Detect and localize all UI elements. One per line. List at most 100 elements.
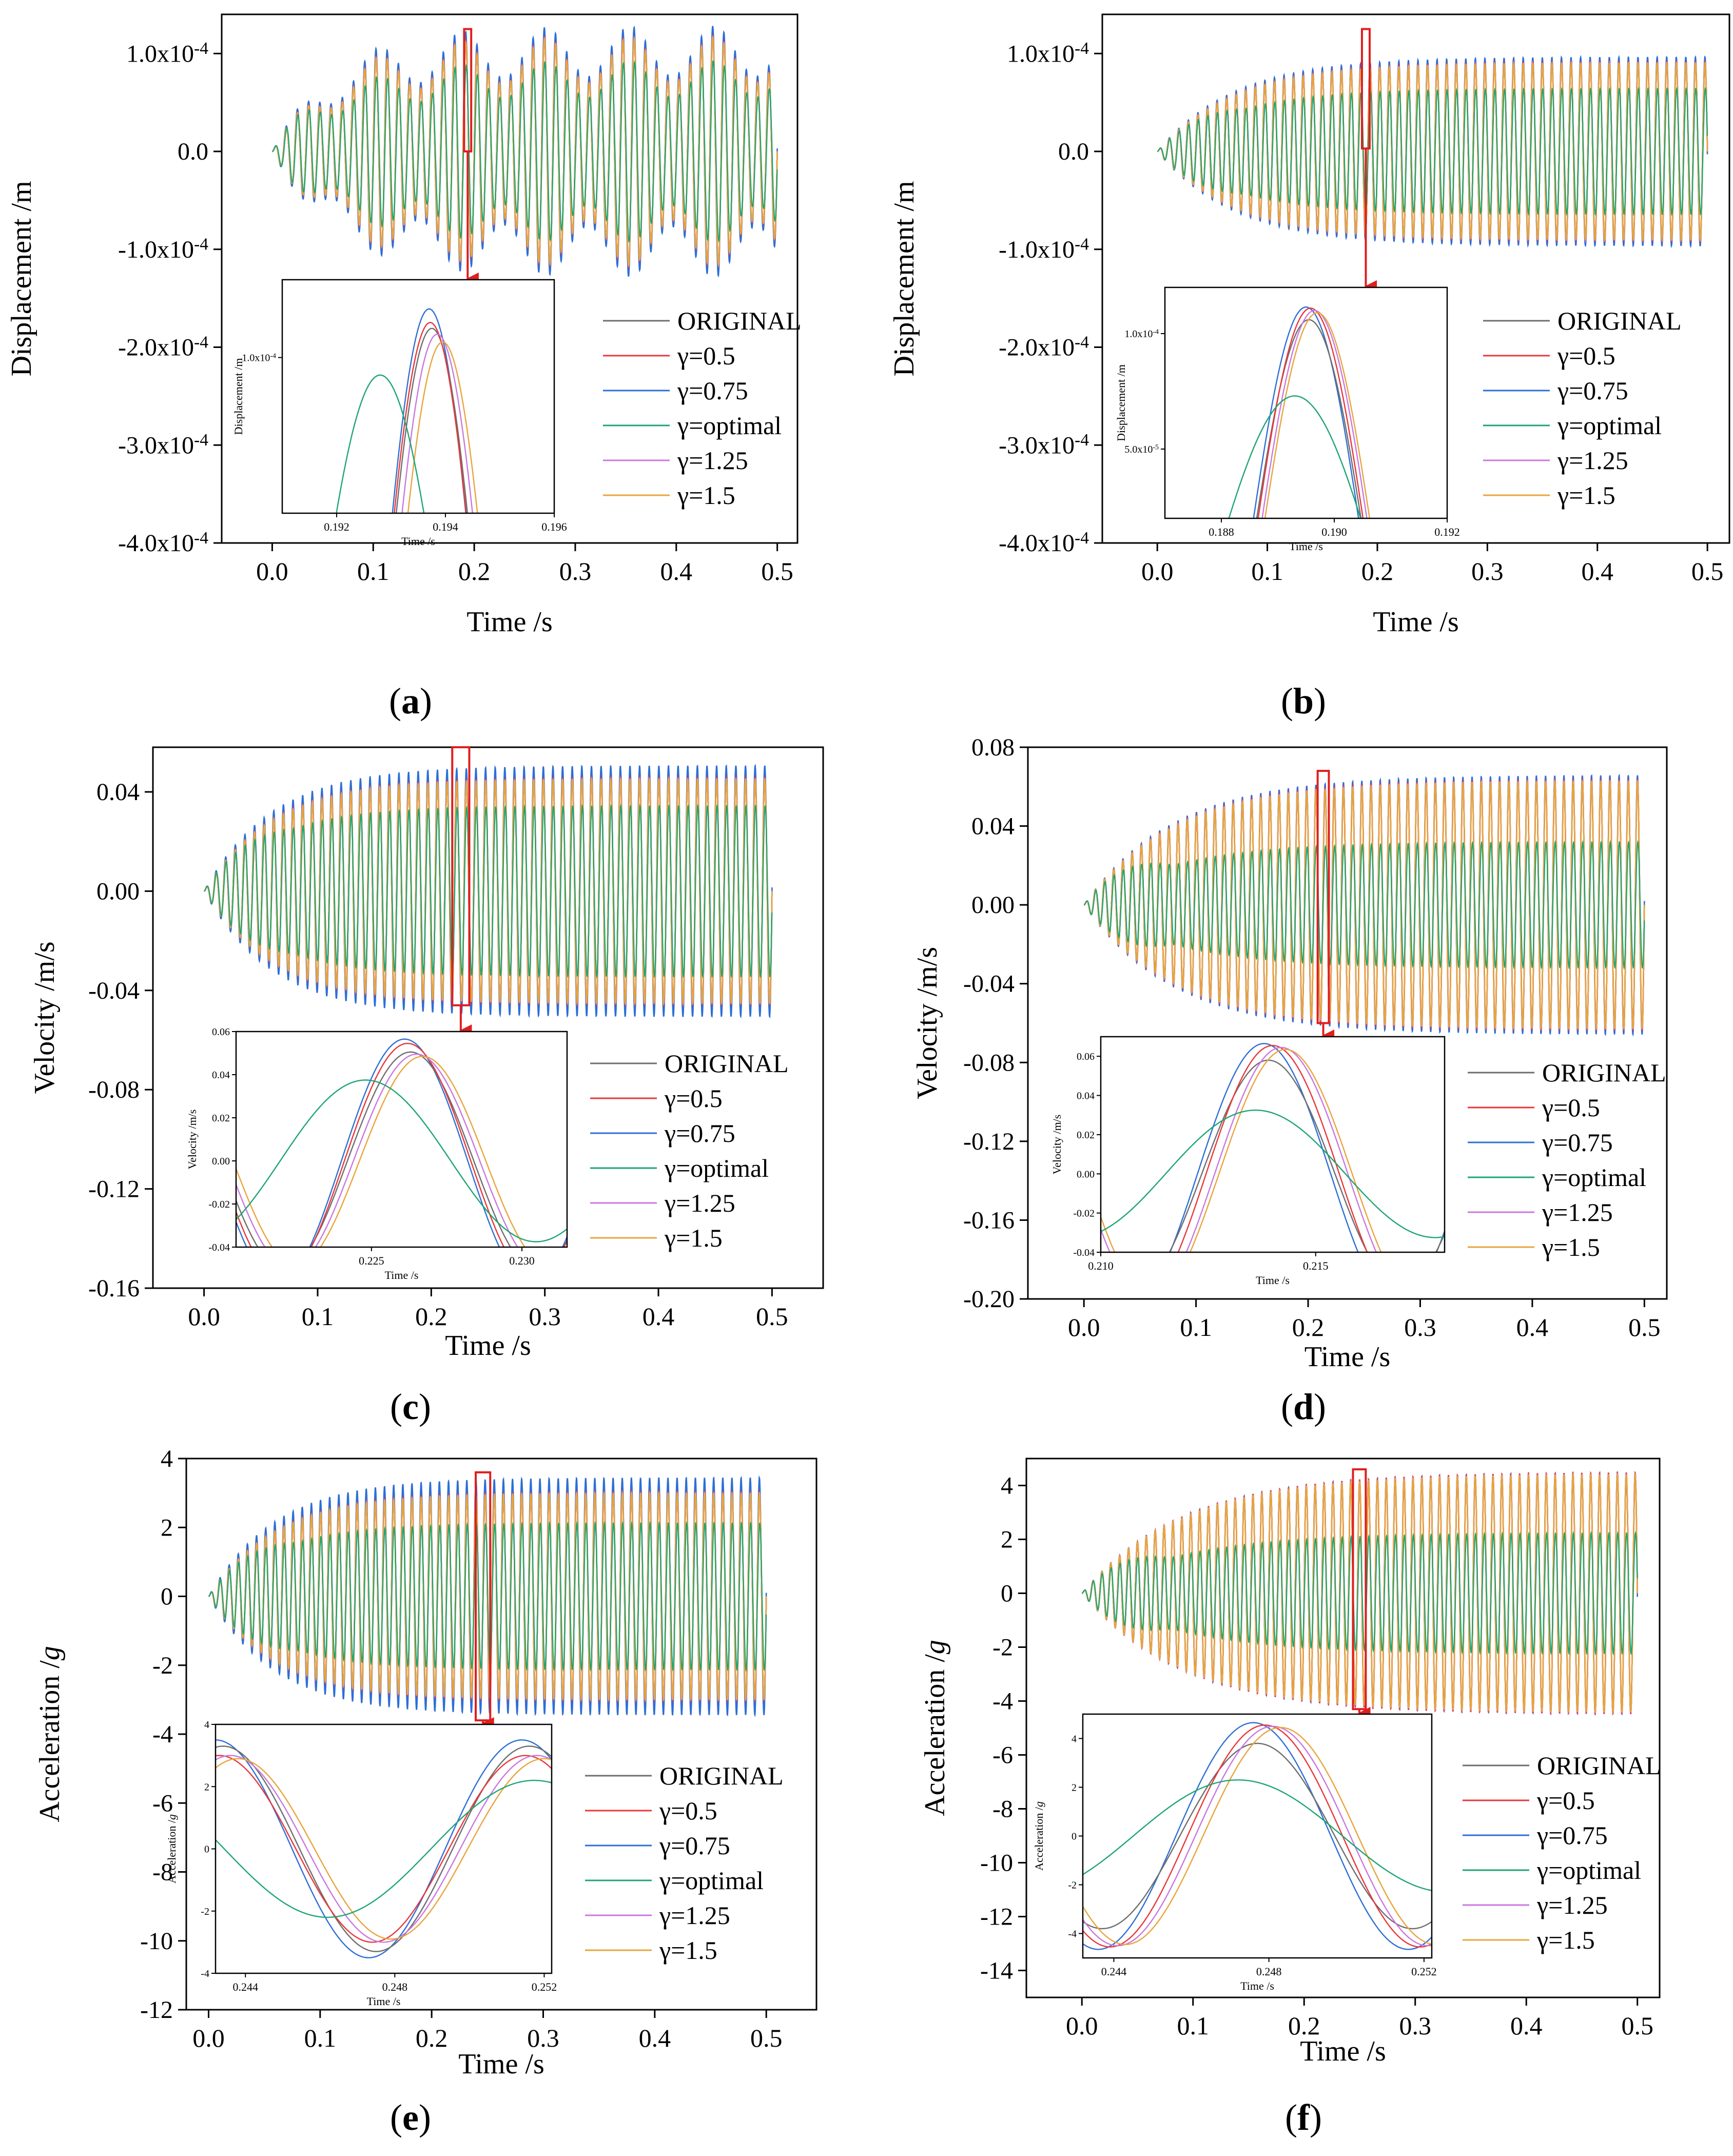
- series-line-γ=1.5: [1157, 61, 1708, 243]
- inset-y-tick-label: -2: [1068, 1880, 1077, 1891]
- x-axis-title: Time /s: [1373, 606, 1459, 638]
- legend-entry: γ=0.5: [659, 1796, 717, 1825]
- inset-x-title: Time /s: [385, 1269, 419, 1281]
- legend-entry: γ=1.25: [677, 446, 748, 475]
- inset-y-tick-label: 0.06: [1077, 1051, 1095, 1062]
- series-line-γ=1.5: [1081, 1472, 1638, 1714]
- y-tick-label: -14: [980, 1957, 1013, 1985]
- y-axis-title: Velocity /m/s: [911, 947, 943, 1099]
- inset-y-tick-label: -0.02: [1073, 1208, 1095, 1219]
- main-series-group: [272, 25, 778, 278]
- plot-frame: [1101, 13, 1730, 544]
- inset-line-γ=1.25: [236, 1053, 519, 1247]
- inset-line-ORIGINAL: [1101, 1059, 1445, 1252]
- main-series-group: [1157, 54, 1708, 249]
- y-tick-label: -0.08: [88, 1076, 140, 1103]
- plot-frame: [1025, 1458, 1661, 1998]
- x-tick-label: 0.4: [660, 557, 693, 586]
- x-tick-label: 0.2: [1361, 557, 1394, 586]
- inset-y-tick-label: 1.0x10-4: [242, 352, 276, 363]
- legend-entry: γ=0.75: [1557, 376, 1628, 405]
- legend-entry: γ=1.25: [1542, 1198, 1613, 1227]
- inset-line-γ=1.25: [1083, 1725, 1432, 1947]
- legend: ORIGINAL γ=0.5 γ=0.75 γ=optimal γ=1.25 γ=1.5: [1463, 1751, 1661, 1954]
- y-tick-label: 4: [161, 1445, 173, 1472]
- x-tick-label: 0.1: [304, 2024, 337, 2052]
- y-axis-title: Displacement /m: [6, 181, 37, 376]
- inset-x-tick-label: 0.252: [532, 1980, 557, 1993]
- inset-y-title: Displacement /m: [1115, 364, 1127, 441]
- inset-line-γ=optimal: [1083, 1779, 1432, 1891]
- y-tick-label: -0.12: [88, 1176, 140, 1203]
- legend-entry: γ=1.5: [1536, 1926, 1595, 1954]
- y-tick-label: -6: [992, 1742, 1013, 1769]
- x-tick-label: 0.0: [1141, 557, 1174, 586]
- y-tick-label: 2: [161, 1514, 173, 1541]
- legend-entry: ORIGINAL: [659, 1761, 784, 1790]
- panel-label: (c): [390, 1386, 431, 1427]
- inset-x-tick-label: 0.225: [359, 1254, 384, 1267]
- inset-line-γ=1.5: [407, 341, 478, 513]
- y-tick-label: 1.0x10-4: [1007, 39, 1089, 67]
- legend-entry: γ=0.75: [659, 1831, 730, 1860]
- y-tick-label: -0.04: [88, 977, 140, 1004]
- series-line-γ=optimal: [1157, 86, 1708, 217]
- inset-y-tick-label: 1.0x10-4: [1124, 328, 1159, 340]
- inset-y-tick-label: -0.04: [208, 1242, 230, 1253]
- inset-x-tick-label: 0.230: [509, 1254, 535, 1267]
- inset-y-tick-label: 5.0x10-5: [1124, 444, 1159, 455]
- inset-y-tick-label: 0: [1072, 1831, 1077, 1842]
- legend-entry: γ=1.25: [1536, 1891, 1608, 1919]
- panel-label: (d): [1281, 1386, 1326, 1427]
- inset-y-title: Velocity /m/s: [1050, 1115, 1063, 1175]
- legend: ORIGINAL γ=0.5 γ=0.75 γ=optimal γ=1.25 γ=1.5: [1468, 1058, 1666, 1261]
- inset-line-γ=0.5: [216, 1755, 552, 1943]
- plot-frame: [152, 746, 824, 1289]
- legend-entry: γ=0.75: [1536, 1821, 1608, 1850]
- x-tick-label: 0.5: [756, 1302, 788, 1331]
- inset-line-γ=optimal: [216, 1779, 552, 1918]
- series-line-γ=optimal: [204, 803, 773, 979]
- inset-frame: [235, 1031, 568, 1248]
- x-axis-title: Time /s: [458, 2048, 544, 2080]
- inset-y-tick-label: -0.02: [208, 1199, 230, 1210]
- inset-line-γ=0.75: [392, 308, 466, 513]
- inset-line-ORIGINAL: [236, 1051, 567, 1247]
- series-line-γ=optimal: [272, 60, 778, 243]
- inset-chart: 0.244 0.248 0.252 4 2 0 -2 -4 Time /s Acceleratio…: [1033, 1713, 1437, 1992]
- x-tick-label: 0.4: [639, 2024, 671, 2052]
- y-tick-label: -12: [980, 1904, 1013, 1931]
- y-tick-label: 0.0: [178, 138, 208, 165]
- y-tick-label: 0.08: [971, 734, 1015, 761]
- inset-line-γ=0.5: [1257, 307, 1364, 518]
- x-tick-label: 0.3: [1399, 2011, 1431, 2040]
- y-tick-label: -0.16: [963, 1207, 1015, 1234]
- y-tick-label: -3.0x10-4: [999, 431, 1089, 459]
- inset-background: [1083, 1714, 1432, 1958]
- inset-x-tick-label: 0.244: [1101, 1965, 1127, 1978]
- legend-entry: γ=optimal: [664, 1154, 769, 1182]
- inset-line-γ=1.5: [1101, 1048, 1382, 1252]
- panel-d: 0.0 0.1 0.2 0.3 0.4 0.5 0.08 0.04 0.00 -0.04 -0.08…: [911, 734, 1668, 1427]
- x-tick-label: 0.4: [1510, 2011, 1543, 2040]
- x-tick-label: 0.5: [761, 557, 793, 586]
- inset-chart: 0.188 0.190 0.192 5.0x10-5 1.0x10-4 Time /s Di…: [1115, 286, 1460, 553]
- series-line-γ=optimal: [1083, 840, 1645, 970]
- legend-entry: ORIGINAL: [677, 306, 802, 335]
- inset-frame: [281, 279, 555, 514]
- inset-x-tick-label: 0.192: [1434, 526, 1460, 538]
- legend-entry: γ=optimal: [1536, 1856, 1641, 1885]
- y-tick-label: 0.0: [1058, 138, 1089, 165]
- inset-x-title: Time /s: [367, 1995, 401, 2008]
- plot-frame: [1027, 746, 1668, 1300]
- legend-entry: γ=optimal: [677, 411, 782, 440]
- x-tick-label: 0.0: [1068, 1313, 1100, 1342]
- inset-line-γ=0.75: [1253, 306, 1359, 518]
- inset-x-title: Time /s: [401, 535, 435, 548]
- y-tick-label: -0.08: [963, 1049, 1015, 1076]
- y-tick-label: -0.04: [963, 970, 1015, 998]
- y-tick-label: -3.0x10-4: [118, 431, 208, 459]
- inset-y-tick-label: -2: [201, 1906, 209, 1917]
- y-tick-label: 0.04: [96, 779, 140, 806]
- x-tick-label: 0.5: [1691, 557, 1724, 586]
